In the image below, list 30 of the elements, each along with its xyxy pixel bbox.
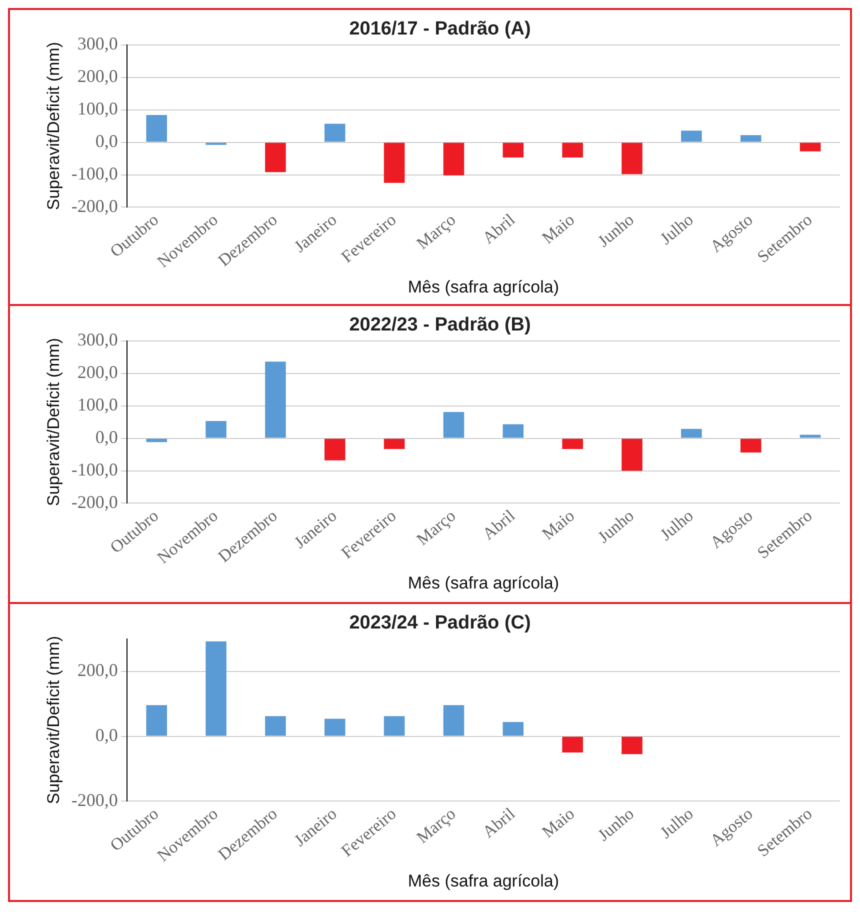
y-tick-label: 200,0 — [77, 66, 118, 86]
y-tick-label: 300,0 — [77, 330, 118, 350]
x-axis-title: Mês (safra agrícola) — [408, 871, 560, 890]
y-tick-label: 300,0 — [77, 34, 118, 54]
y-tick-label: 100,0 — [77, 98, 118, 119]
y-axis-title: Superavit/Deficit (mm) — [44, 338, 63, 506]
x-axis-title: Mês (safra agrícola) — [408, 573, 560, 592]
x-tick-label: Maio — [538, 506, 578, 544]
x-axis-title: Mês (safra agrícola) — [408, 277, 560, 296]
chart-title: 2016/17 - Padrão (A) — [349, 18, 531, 40]
chart-title: 2022/23 - Padrão (B) — [349, 314, 531, 336]
y-tick-label: -100,0 — [71, 163, 118, 184]
x-tick-label: Maio — [538, 804, 578, 842]
x-tick-label: Julho — [656, 210, 697, 248]
y-tick-label: -100,0 — [71, 459, 118, 480]
y-tick-label: -200,0 — [71, 196, 118, 216]
y-axis-title: Superavit/Deficit (mm) — [44, 42, 63, 210]
y-tick-label: 200,0 — [77, 362, 118, 382]
x-tick-label: Julho — [656, 804, 697, 842]
y-axis-title: Superavit/Deficit (mm) — [44, 636, 63, 804]
y-tick-label: -200,0 — [71, 790, 118, 810]
y-tick-label: 0,0 — [95, 724, 118, 745]
y-tick-label: 200,0 — [77, 660, 118, 680]
x-tick-label: Julho — [656, 506, 697, 544]
y-tick-label: 0,0 — [95, 426, 118, 447]
x-tick-label: Maio — [538, 210, 578, 248]
y-tick-label: -200,0 — [71, 492, 118, 512]
y-tick-label: 0,0 — [95, 130, 118, 151]
y-tick-label: 100,0 — [77, 394, 118, 415]
chart-title: 2023/24 - Padrão (C) — [349, 612, 531, 634]
